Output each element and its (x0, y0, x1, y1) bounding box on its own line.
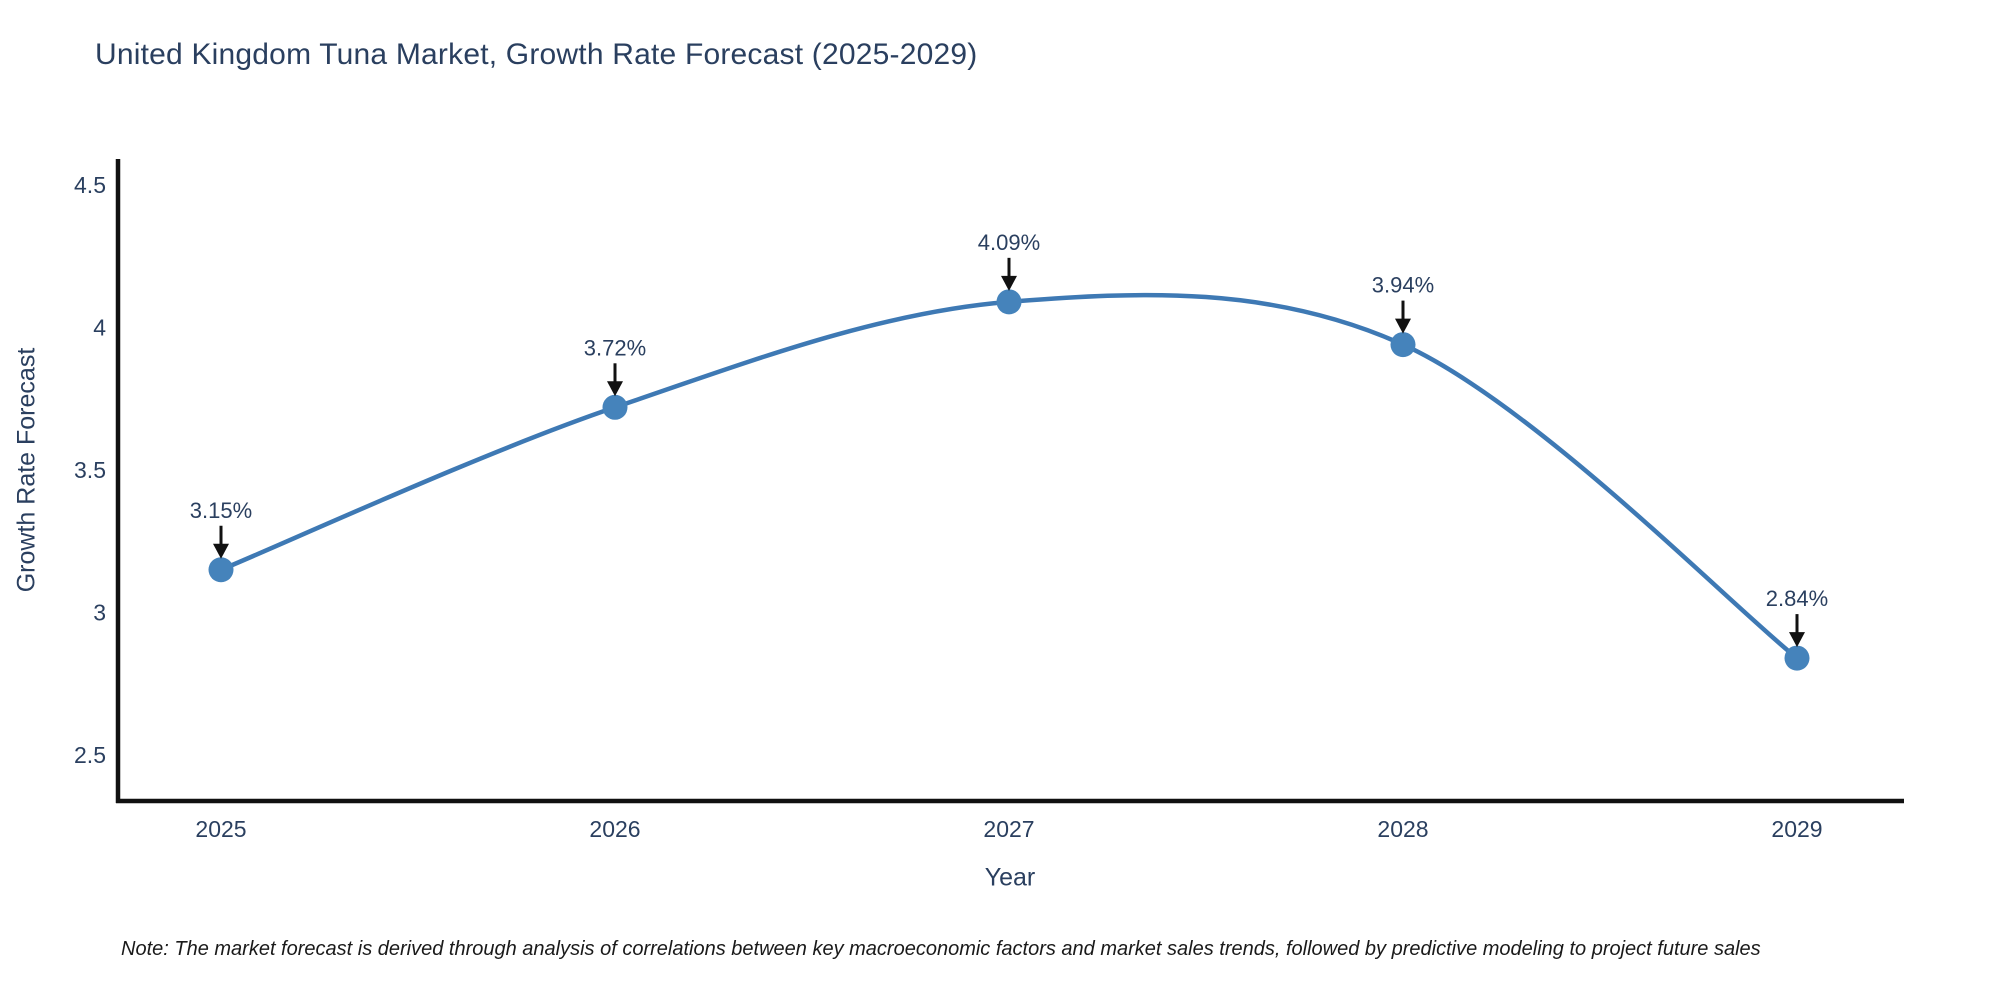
x-tick-label: 2027 (983, 816, 1034, 842)
point-value-label: 3.94% (1372, 273, 1434, 298)
y-tick-label: 3 (93, 600, 106, 626)
x-tick-label: 2025 (195, 816, 246, 842)
data-point-2029 (1784, 645, 1810, 671)
chart-title: United Kingdom Tuna Market, Growth Rate … (95, 38, 978, 71)
x-axis-title: Year (984, 863, 1036, 892)
data-point-2028 (1390, 332, 1416, 358)
annotation-arrowhead (607, 381, 623, 397)
point-value-label: 2.84% (1766, 586, 1828, 611)
annotation-arrowhead (1789, 632, 1805, 648)
data-point-2026 (602, 394, 628, 420)
annotation-arrowhead (213, 543, 229, 559)
data-point-2025 (208, 557, 234, 583)
x-tick-label: 2029 (1771, 816, 1822, 842)
x-tick-label: 2028 (1377, 816, 1428, 842)
x-tick-label: 2026 (589, 816, 640, 842)
annotation-arrowhead (1395, 318, 1411, 334)
forecast-line (218, 292, 1800, 661)
y-tick-label: 4 (93, 315, 106, 341)
y-tick-label: 4.5 (74, 172, 106, 198)
y-tick-label: 2.5 (74, 742, 106, 768)
footnote: Note: The market forecast is derived thr… (121, 938, 1761, 960)
y-tick-label: 3.5 (74, 457, 106, 483)
point-value-label: 3.72% (584, 335, 646, 360)
annotation-arrowhead (1001, 275, 1017, 291)
data-point-2027 (996, 289, 1022, 315)
point-value-label: 4.09% (978, 230, 1040, 255)
point-value-label: 3.15% (190, 498, 252, 523)
